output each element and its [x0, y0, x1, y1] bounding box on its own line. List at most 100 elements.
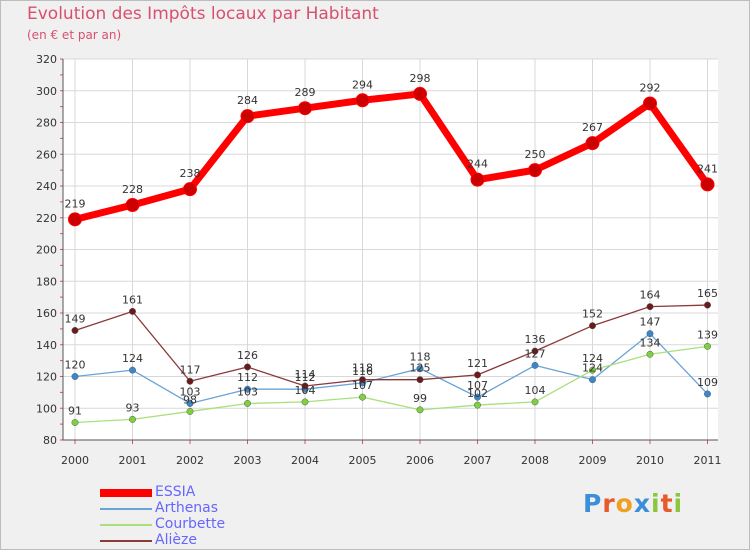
- data-label-courbette: 107: [352, 379, 373, 392]
- data-label-courbette: 134: [640, 336, 661, 349]
- data-point-alièze: [416, 376, 424, 384]
- data-label-alièze: 161: [122, 293, 143, 306]
- data-point-essia: [298, 101, 312, 116]
- x-tick-label: 2009: [579, 454, 607, 467]
- data-label-arthenas: 107: [467, 379, 488, 392]
- y-tick-label: 220: [36, 212, 57, 225]
- y-tick-label: 200: [36, 244, 57, 257]
- data-point-courbette: [129, 415, 136, 423]
- y-tick-label: 240: [36, 180, 57, 193]
- x-tick-label: 2001: [119, 454, 147, 467]
- data-point-essia: [643, 96, 657, 111]
- legend-swatch: [100, 489, 152, 497]
- y-tick-label: 100: [36, 402, 57, 415]
- data-point-alièze: [589, 322, 596, 330]
- data-point-courbette: [531, 398, 539, 406]
- legend-label: Arthenas: [155, 500, 219, 516]
- data-point-essia: [355, 93, 370, 108]
- x-tick-label: 2004: [291, 454, 319, 467]
- data-label-essia: 219: [65, 197, 86, 210]
- data-point-alièze: [646, 303, 654, 311]
- chart-subtitle: (en € et par an): [27, 28, 122, 42]
- data-label-courbette: 103: [237, 385, 258, 398]
- data-label-arthenas: 118: [410, 351, 431, 364]
- data-label-arthenas: 127: [525, 347, 546, 360]
- x-tick-label: 2000: [61, 454, 89, 467]
- data-point-arthenas: [71, 373, 79, 380]
- data-label-arthenas: 147: [640, 316, 661, 329]
- data-label-essia: 228: [122, 183, 143, 196]
- data-point-arthenas: [474, 393, 481, 401]
- data-point-arthenas: [704, 390, 711, 398]
- legend: ESSIA Arthenas Courbette Alièze: [100, 484, 300, 548]
- legend-item-essia: ESSIA: [100, 484, 300, 500]
- data-point-alièze: [301, 382, 309, 390]
- data-label-essia: 241: [697, 162, 718, 175]
- x-tick-label: 2003: [234, 454, 262, 467]
- data-label-arthenas: 112: [295, 371, 316, 384]
- data-label-courbette: 104: [295, 384, 316, 397]
- data-point-arthenas: [589, 376, 596, 384]
- data-label-courbette: 139: [697, 328, 718, 341]
- grid: [63, 58, 718, 441]
- x-tick-label: 2010: [636, 454, 664, 467]
- legend-item-courbette: Courbette: [100, 516, 300, 532]
- data-point-courbette: [244, 400, 251, 407]
- logo-letter: t: [660, 489, 674, 518]
- data-label-essia: 294: [352, 78, 373, 91]
- data-label-arthenas: 124: [122, 352, 143, 365]
- data-point-arthenas: [531, 361, 539, 369]
- data-label-arthenas: 124: [582, 362, 603, 375]
- data-label-courbette: 93: [126, 401, 140, 414]
- legend-label: ESSIA: [155, 484, 196, 500]
- series-line-arthenas: [74, 332, 709, 405]
- x-tick-label: 2008: [521, 454, 549, 467]
- chart-title: Evolution des Impôts locaux par Habitant: [27, 4, 379, 24]
- proxiti-logo: Proxiti: [583, 489, 683, 518]
- series-line-courbette: [74, 345, 709, 424]
- legend-item-arthenas: Arthenas: [100, 500, 300, 516]
- x-tick-label: 2006: [406, 454, 434, 467]
- logo-letter: x: [633, 489, 651, 518]
- y-tick-label: 300: [36, 85, 57, 98]
- data-label-essia: 244: [467, 158, 488, 171]
- data-label-alièze: 121: [467, 357, 488, 370]
- data-point-essia: [125, 198, 140, 213]
- legend-swatch: [100, 524, 152, 526]
- data-label-alièze: 165: [697, 287, 718, 300]
- data-label-alièze: 126: [237, 349, 258, 362]
- data-point-alièze: [244, 363, 251, 371]
- data-point-courbette: [71, 419, 79, 426]
- data-label-alièze: 125: [410, 362, 431, 375]
- data-point-alièze: [71, 327, 79, 334]
- y-tick-label: 80: [43, 434, 57, 447]
- data-label-alièze: 136: [525, 333, 546, 346]
- legend-label: Courbette: [155, 516, 226, 532]
- data-point-essia: [528, 163, 542, 178]
- data-label-arthenas: 112: [237, 371, 258, 384]
- x-tick-label: 2002: [176, 454, 204, 467]
- y-tick-label: 320: [36, 53, 57, 66]
- data-point-alièze: [186, 377, 194, 385]
- data-label-essia: 298: [410, 72, 431, 85]
- data-label-essia: 284: [237, 94, 258, 107]
- data-label-courbette: 104: [525, 384, 546, 397]
- y-tick-label: 280: [36, 117, 57, 130]
- data-label-essia: 292: [640, 81, 661, 94]
- data-point-courbette: [474, 401, 481, 409]
- legend-label: Alièze: [155, 532, 197, 548]
- data-point-courbette: [646, 350, 654, 358]
- data-label-essia: 250: [525, 148, 546, 161]
- data-point-courbette: [186, 407, 194, 415]
- y-tick-label: 160: [36, 307, 57, 320]
- data-label-courbette: 124: [582, 352, 603, 365]
- data-label-essia: 267: [582, 121, 603, 134]
- data-label-arthenas: 120: [65, 359, 86, 372]
- data-point-courbette: [359, 393, 366, 401]
- data-point-courbette: [416, 406, 424, 414]
- y-tick-label: 180: [36, 275, 57, 288]
- series-lines: [68, 86, 715, 426]
- data-label-arthenas: 116: [352, 365, 373, 378]
- data-point-arthenas: [186, 400, 194, 407]
